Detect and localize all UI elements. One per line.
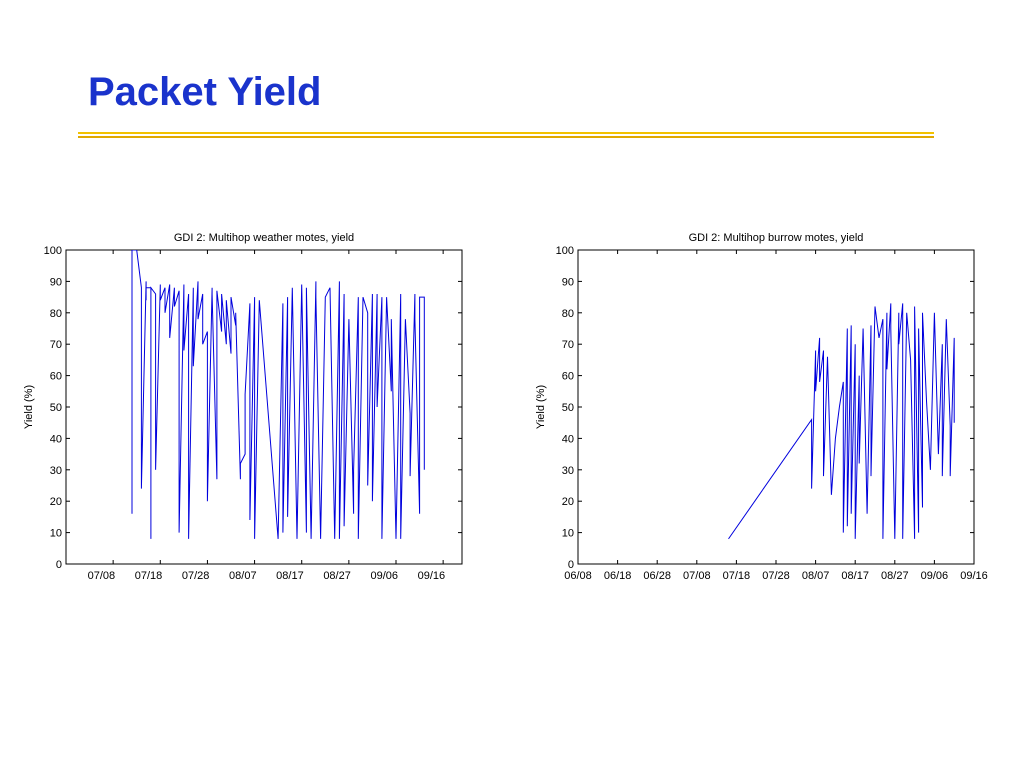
y-tick-label: 40 [50, 433, 62, 445]
x-tick-label: 08/07 [229, 570, 257, 582]
slide-title: Packet Yield [88, 70, 322, 114]
x-tick-label: 08/27 [881, 570, 909, 582]
x-tick-label: 08/07 [802, 570, 830, 582]
x-tick-label: 09/06 [370, 570, 398, 582]
y-tick-label: 80 [562, 308, 574, 320]
x-tick-label: 07/28 [182, 570, 210, 582]
title-rule [78, 136, 934, 138]
chart-title: GDI 2: Multihop weather motes, yield [174, 232, 354, 244]
x-tick-label: 07/28 [762, 570, 790, 582]
y-tick-label: 0 [56, 559, 62, 571]
y-tick-label: 100 [556, 245, 574, 257]
x-tick-label: 09/16 [418, 570, 446, 582]
x-tick-label: 06/18 [604, 570, 632, 582]
yield-series-line [728, 303, 955, 540]
x-tick-label: 07/08 [683, 570, 711, 582]
y-axis-label: Yield (%) [535, 385, 547, 429]
burrow-yield-chart: GDI 2: Multihop burrow motes, yield 0 10 20… [535, 232, 988, 582]
plot-area [65, 249, 463, 565]
title-rule [78, 132, 934, 134]
y-tick-label: 50 [562, 402, 574, 414]
x-tick-label: 08/17 [841, 570, 869, 582]
x-tick-label: 07/18 [723, 570, 751, 582]
y-tick-label: 40 [562, 433, 574, 445]
y-tick-label: 60 [562, 371, 574, 383]
y-tick-label: 50 [50, 402, 62, 414]
y-tick-label: 80 [50, 308, 62, 320]
x-tick-label: 08/17 [276, 570, 304, 582]
y-tick-label: 10 [562, 528, 574, 540]
y-tick-label: 70 [50, 339, 62, 351]
y-tick-label: 20 [50, 496, 62, 508]
x-tick-label: 09/06 [921, 570, 949, 582]
weather-yield-chart: GDI 2: Multihop weather motes, yield 0 10 2… [23, 232, 463, 582]
y-tick-label: 70 [562, 339, 574, 351]
y-tick-label: 20 [562, 496, 574, 508]
y-tick-label: 0 [568, 559, 574, 571]
x-tick-label: 07/08 [88, 570, 116, 582]
yield-series-line [131, 250, 425, 539]
y-tick-label: 60 [50, 371, 62, 383]
plot-area [577, 249, 975, 565]
y-tick-label: 100 [44, 245, 62, 257]
chart-title: GDI 2: Multihop burrow motes, yield [689, 232, 864, 244]
y-axis-label: Yield (%) [23, 385, 35, 429]
y-tick-label: 90 [50, 276, 62, 288]
x-tick-label: 09/16 [960, 570, 988, 582]
y-tick-label: 10 [50, 528, 62, 540]
x-tick-label: 08/27 [323, 570, 351, 582]
y-tick-label: 90 [562, 276, 574, 288]
x-tick-label: 06/28 [643, 570, 671, 582]
x-tick-label: 07/18 [135, 570, 163, 582]
x-tick-label: 06/08 [564, 570, 592, 582]
y-tick-label: 30 [562, 465, 574, 477]
y-tick-label: 30 [50, 465, 62, 477]
